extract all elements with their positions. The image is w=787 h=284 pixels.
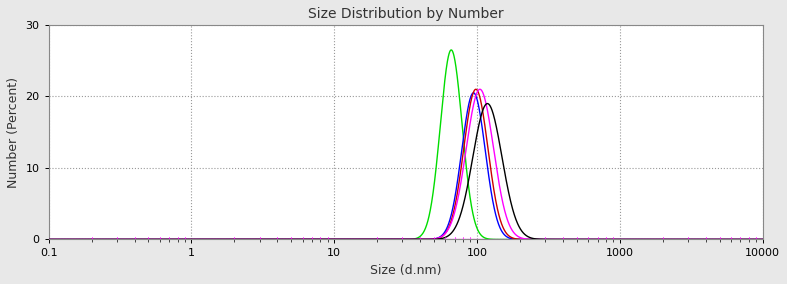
Title: Size Distribution by Number: Size Distribution by Number xyxy=(308,7,504,21)
Y-axis label: Number (Percent): Number (Percent) xyxy=(7,77,20,188)
X-axis label: Size (d.nm): Size (d.nm) xyxy=(370,264,442,277)
